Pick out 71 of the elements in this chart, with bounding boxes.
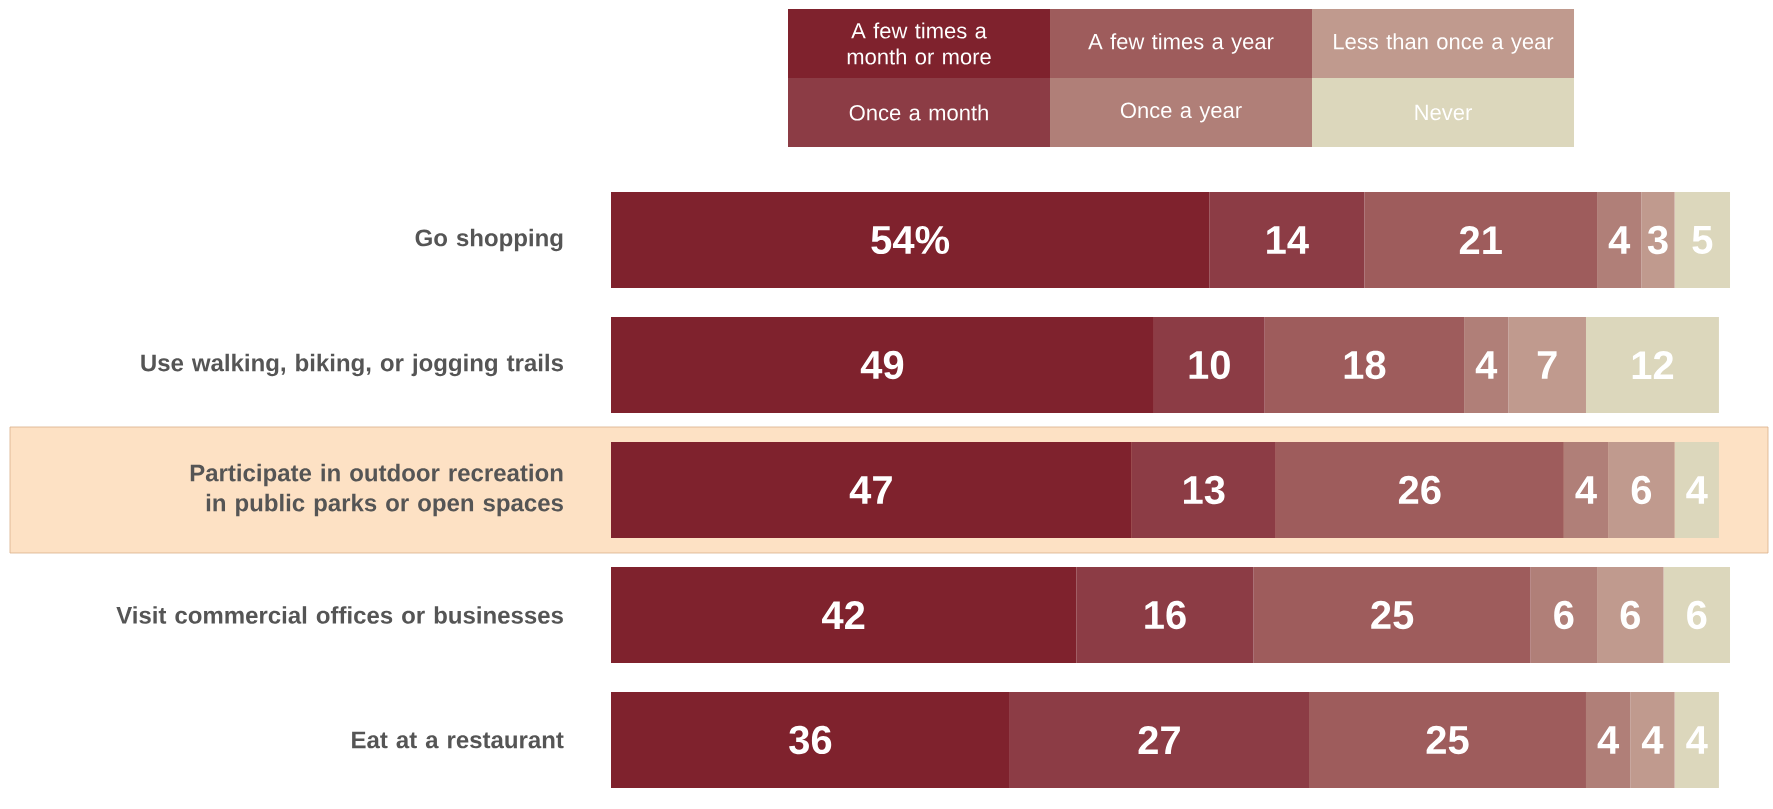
data-label: 16 <box>1145 600 1186 630</box>
bar <box>1309 692 1586 788</box>
y-tick-label: Participate in outdoor recreation in public parks or open spaces <box>190 463 563 517</box>
bar <box>1563 442 1609 538</box>
data-label: 25 <box>1371 600 1414 630</box>
data-label: 4 <box>1475 351 1498 379</box>
y-tick-label: Visit commercial offices or businesses <box>116 606 563 624</box>
data-label: 36 <box>789 725 832 755</box>
data-label: 12 <box>1632 351 1674 379</box>
data-label: 4 <box>1597 726 1620 754</box>
bar <box>1597 567 1664 664</box>
bar <box>611 692 1010 788</box>
data-label: 6 <box>1554 600 1574 630</box>
bar <box>1153 317 1265 413</box>
y-tick-label: Eat at a restaurant <box>352 731 564 749</box>
data-label: 25 <box>1426 725 1469 755</box>
text: Once a month <box>849 104 988 121</box>
data-label: 13 <box>1184 475 1225 505</box>
text: A few times a month or more <box>847 22 991 65</box>
bar <box>611 567 1077 664</box>
bar <box>1585 317 1719 413</box>
data-label: 6 <box>1631 475 1652 505</box>
bar <box>611 192 1210 288</box>
bar <box>1209 192 1365 288</box>
bar <box>1530 567 1598 664</box>
data-label: 27 <box>1138 726 1180 754</box>
bar <box>1674 192 1731 288</box>
text: A few times a year <box>1088 33 1274 54</box>
data-label: 18 <box>1344 350 1386 380</box>
bar <box>1131 442 1276 538</box>
bar <box>1253 567 1531 664</box>
bar <box>1663 567 1731 664</box>
bar <box>1009 692 1309 788</box>
data-label: 42 <box>822 601 865 629</box>
bar <box>611 442 1132 538</box>
data-label: 10 <box>1189 350 1230 380</box>
bar <box>611 317 1154 413</box>
bar <box>1630 692 1675 788</box>
data-label: 47 <box>849 476 892 504</box>
data-label: 4 <box>1641 726 1664 754</box>
data-label: 26 <box>1398 475 1441 505</box>
bar <box>1364 192 1598 288</box>
text: Less than once a year <box>1334 33 1554 54</box>
bar <box>1275 442 1564 538</box>
bar <box>1674 692 1719 788</box>
y-tick-label: Go shopping <box>415 228 563 252</box>
y-tick-label: Use walking, biking, or jogging trails <box>141 353 563 377</box>
data-label: 4 <box>1575 476 1597 504</box>
data-label: 6 <box>1620 600 1640 630</box>
bar <box>1641 192 1675 288</box>
data-label: 6 <box>1687 600 1707 630</box>
data-label: 21 <box>1459 226 1502 254</box>
text: Never <box>1415 104 1472 121</box>
data-label: 4 <box>1686 726 1708 754</box>
data-label: 14 <box>1267 226 1309 254</box>
data-label: 7 <box>1537 351 1557 379</box>
data-label: 5 <box>1692 226 1713 254</box>
bar <box>1508 317 1586 413</box>
bar <box>1264 317 1465 413</box>
bar <box>1076 567 1254 664</box>
bar <box>1674 442 1719 538</box>
bar <box>1608 442 1675 538</box>
data-label: 49 <box>860 350 904 380</box>
data-label: 4 <box>1608 226 1631 254</box>
data-label: 3 <box>1647 225 1668 255</box>
data-label: 54% <box>871 225 950 255</box>
bar <box>1464 317 1509 413</box>
bar <box>1597 192 1642 288</box>
text: Once a year <box>1120 102 1242 123</box>
bar <box>1585 692 1631 788</box>
data-label: 4 <box>1686 476 1708 504</box>
